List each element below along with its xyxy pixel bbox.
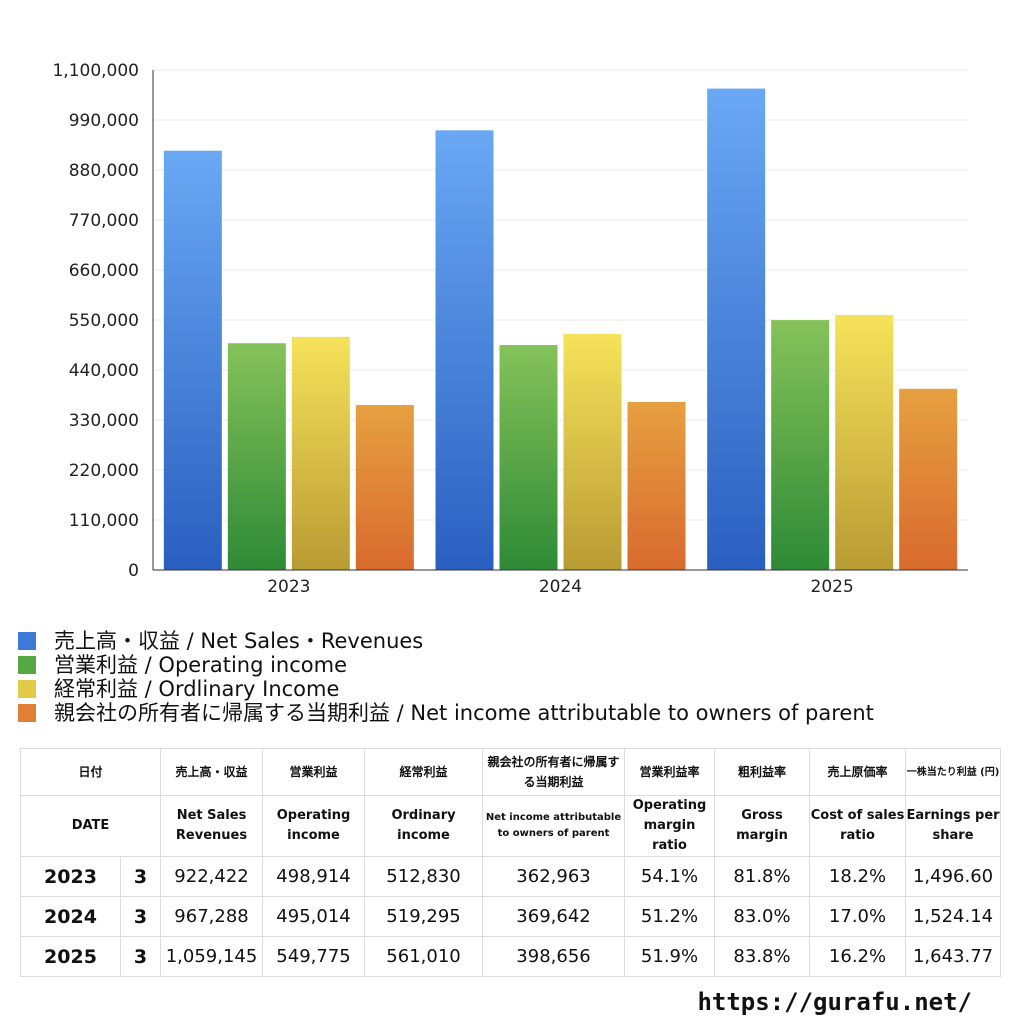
header-gm-en: Gross margin [714,795,811,857]
legend-label: 営業利益 / Operating income [54,653,348,677]
header-date-en: DATE [19,795,162,857]
cell-sales: 922,422 [160,856,264,897]
cell-year: 2023 [20,856,121,897]
legend-swatch [18,704,36,722]
cell-opm: 51.9% [624,936,716,977]
legend-label: 売上高・収益 / Net Sales・Revenues [54,629,424,653]
cell-ordinary: 561,010 [364,936,484,977]
header-eps-en: Earnings per share [905,795,1002,857]
bar-sales-2023 [163,150,222,570]
y-tick-label: 990,000 [69,111,139,131]
cell-opm: 54.1% [624,856,716,897]
cell-year: 2024 [20,896,121,937]
y-tick-label: 220,000 [69,461,139,481]
y-tick-label: 770,000 [69,211,139,231]
cell-month: 3 [119,856,162,897]
cell-gm: 81.8% [714,856,811,897]
financial-table: 日付 売上高・収益 営業利益 経常利益 親会社の所有者に帰属する当期利益 営業利… [19,748,1002,977]
header-net-en: Net income attributable to owners of par… [482,795,626,857]
y-tick-label: 330,000 [69,411,139,431]
header-sales-en: Net Sales Revenues [160,795,264,857]
y-axis: 0 110,000 220,000 330,000 440,000 550,000 660,… [52,61,154,581]
cell-opm: 51.2% [624,896,716,937]
cell-operating: 495,014 [262,896,366,937]
legend-item-ordinary: 経常利益 / Ordlinary Income [18,677,874,701]
header-net-jp: 親会社の所有者に帰属する当期利益 [482,748,626,796]
y-tick-label: 1,100,000 [52,61,139,81]
cell-gm: 83.8% [714,936,811,977]
legend-label: 経常利益 / Ordlinary Income [54,677,340,701]
y-tick-label: 110,000 [69,511,139,531]
header-ordinary-en: Ordinary income [364,795,484,857]
bar-ordinary-2024 [563,333,622,570]
cell-sales: 967,288 [160,896,264,937]
y-tick-label: 550,000 [69,311,139,331]
cell-eps: 1,643.77 [905,936,1002,977]
bar-net-2025 [899,388,958,570]
legend-item-sales: 売上高・収益 / Net Sales・Revenues [18,629,874,653]
legend-swatch [18,632,36,650]
legend: 売上高・収益 / Net Sales・Revenues 営業利益 / Opera… [18,629,874,725]
cell-cos: 17.0% [809,896,907,937]
header-sales-jp: 売上高・収益 [160,748,264,796]
legend-item-operating: 営業利益 / Operating income [18,653,874,677]
header-opm-jp: 営業利益率 [624,748,716,796]
legend-item-net: 親会社の所有者に帰属する当期利益 / Net income attributab… [18,701,874,725]
x-tick-label: 2025 [811,577,854,597]
cell-cos: 16.2% [809,936,907,977]
bar-net-2023 [355,405,414,570]
header-date-jp: 日付 [19,748,162,796]
header-ordinary-jp: 経常利益 [364,748,484,796]
table-row: 2023 3 922,422 498,914 512,830 362,963 5… [20,856,1002,897]
cell-operating: 549,775 [262,936,366,977]
y-tick-label: 660,000 [69,261,139,281]
cell-sales: 1,059,145 [160,936,264,977]
legend-label: 親会社の所有者に帰属する当期利益 / Net income attributab… [54,701,874,725]
header-gm-jp: 粗利益率 [714,748,811,796]
bar-sales-2024 [435,130,494,570]
x-axis: 2023 2024 2025 [153,569,968,597]
cell-month: 3 [119,936,162,977]
header-row-jp: 日付 売上高・収益 営業利益 経常利益 親会社の所有者に帰属する当期利益 営業利… [19,748,1002,796]
header-operating-jp: 営業利益 [262,748,366,796]
table-row: 2024 3 967,288 495,014 519,295 369,642 5… [20,896,1002,937]
cell-net: 398,656 [482,936,626,977]
bar-operating-2024 [499,344,558,570]
table-row: 2025 3 1,059,145 549,775 561,010 398,656… [20,936,1002,977]
header-cos-jp: 売上原価率 [809,748,907,796]
y-tick-label: 0 [128,561,139,581]
header-eps-jp: 一株当たり利益 (円) [905,748,1002,796]
cell-gm: 83.0% [714,896,811,937]
cell-year: 2025 [20,936,121,977]
bar-operating-2023 [227,343,286,570]
bars [163,88,958,570]
legend-swatch [18,656,36,674]
bar-chart: 0 110,000 220,000 330,000 440,000 550,000 660,… [52,61,968,597]
bar-ordinary-2025 [835,314,894,570]
bar-sales-2025 [707,88,766,570]
x-tick-label: 2023 [267,577,310,597]
legend-swatch [18,680,36,698]
source-link[interactable]: https://gurafu.net/ [697,988,972,1016]
cell-eps: 1,524.14 [905,896,1002,937]
header-cos-en: Cost of sales ratio [809,795,907,857]
bar-operating-2025 [771,320,830,570]
cell-ordinary: 519,295 [364,896,484,937]
cell-ordinary: 512,830 [364,856,484,897]
cell-net: 369,642 [482,896,626,937]
x-tick-label: 2024 [539,577,582,597]
header-row-en: DATE Net Sales Revenues Operating income… [19,795,1002,857]
cell-eps: 1,496.60 [905,856,1002,897]
header-opm-en: Operating margin ratio [624,795,716,857]
cell-cos: 18.2% [809,856,907,897]
cell-operating: 498,914 [262,856,366,897]
bar-net-2024 [627,401,686,570]
gridlines [153,69,968,521]
cell-net: 362,963 [482,856,626,897]
y-tick-label: 440,000 [69,361,139,381]
y-tick-label: 880,000 [69,161,139,181]
bar-ordinary-2023 [291,336,350,570]
header-operating-en: Operating income [262,795,366,857]
cell-month: 3 [119,896,162,937]
